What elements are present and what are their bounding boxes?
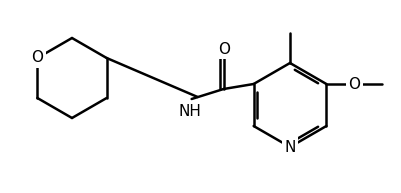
Text: NH: NH — [178, 103, 200, 119]
Text: N: N — [284, 140, 295, 155]
Text: O: O — [348, 76, 359, 91]
Text: O: O — [217, 41, 229, 57]
Text: O: O — [31, 51, 43, 65]
